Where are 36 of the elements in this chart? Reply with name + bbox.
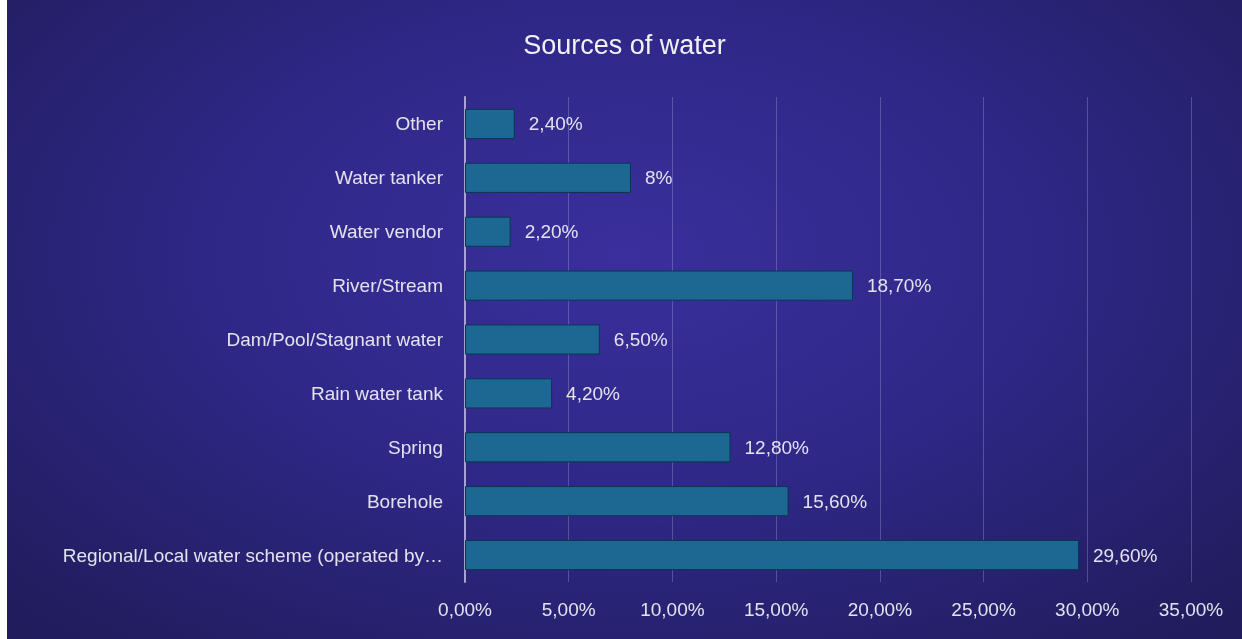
- bar: [465, 108, 515, 140]
- data-label: 2,20%: [524, 221, 579, 243]
- bar: [465, 432, 731, 463]
- data-label: 2,40%: [528, 113, 583, 135]
- data-label: 8%: [644, 167, 673, 189]
- x-tick-label: 35,00%: [1158, 599, 1224, 620]
- y-tick-label: Other: [395, 113, 444, 135]
- bar: [465, 216, 511, 247]
- chart-title: Sources of water: [523, 29, 726, 60]
- data-label: 18,70%: [866, 275, 932, 297]
- x-tick-label: 25,00%: [951, 599, 1016, 620]
- y-tick-label: Borehole: [366, 490, 443, 512]
- bar: [465, 162, 631, 193]
- y-tick-label: Rain water tank: [310, 382, 444, 404]
- data-label: 12,80%: [744, 436, 810, 458]
- y-tick-label: Spring: [388, 436, 443, 458]
- x-tick-label: 0,00%: [438, 599, 493, 620]
- x-tick-label: 20,00%: [847, 599, 913, 620]
- y-tick-label: Water vendor: [329, 221, 444, 243]
- data-label: 15,60%: [802, 490, 868, 512]
- y-tick-label: Regional/Local water scheme (operated by…: [62, 544, 443, 566]
- x-tick-label: 10,00%: [640, 599, 705, 620]
- bar: [465, 324, 600, 355]
- bar: [465, 486, 789, 517]
- data-label: 6,50%: [613, 329, 668, 350]
- bar: [465, 539, 1079, 571]
- x-tick-label: 5,00%: [541, 599, 596, 620]
- data-label: 29,60%: [1092, 544, 1158, 566]
- data-label: 4,20%: [566, 382, 621, 404]
- x-tick-label: 30,00%: [1055, 599, 1120, 620]
- bar: [465, 270, 853, 301]
- x-tick-label: 15,00%: [743, 599, 809, 620]
- y-tick-label: Water tanker: [334, 167, 444, 189]
- y-tick-label: River/Stream: [332, 275, 443, 297]
- bar: [465, 378, 553, 409]
- y-tick-label: Dam/Pool/Stagnant water: [226, 329, 444, 350]
